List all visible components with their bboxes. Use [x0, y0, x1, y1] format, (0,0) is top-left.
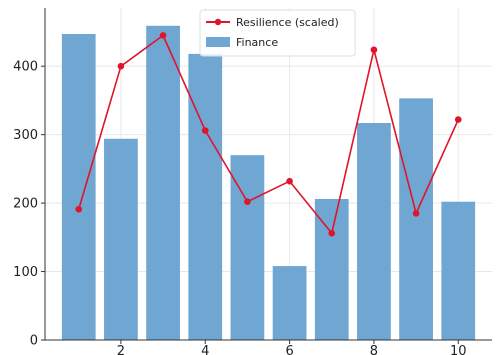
bar-finance [188, 53, 223, 340]
bar-finance [146, 25, 180, 340]
legend-label-finance: Finance [236, 36, 278, 49]
y-tick-label: 200 [13, 197, 38, 212]
bar-finance [230, 155, 265, 340]
resilience-line [75, 32, 462, 237]
resilience-point [286, 177, 293, 185]
x-tick-label: 4 [201, 344, 209, 355]
bar-finance [61, 34, 96, 341]
axes [41, 8, 492, 344]
bar-finance [104, 138, 138, 340]
resilience-point [117, 62, 125, 70]
resilience-point [201, 127, 209, 134]
resilience-point [159, 32, 167, 39]
legend-label-resilience: Resilience (scaled) [236, 16, 339, 29]
legend-bar-swatch [206, 37, 230, 47]
x-tick-label: 8 [370, 344, 378, 355]
bar-finance [314, 198, 349, 340]
resilience-point [328, 229, 336, 237]
y-tick-label: 300 [13, 128, 38, 143]
bar-finance [441, 201, 476, 340]
x-tick-label: 2 [117, 344, 125, 355]
bar-finance [399, 98, 433, 340]
resilience-point [75, 205, 83, 213]
legend: Resilience (scaled) Finance [199, 9, 356, 57]
resilience-point [412, 210, 420, 217]
bar-finance [357, 123, 391, 340]
resilience-point [244, 198, 251, 206]
bar-finance [272, 266, 307, 340]
resilience-point [454, 116, 462, 123]
y-tick-label: 400 [13, 60, 38, 75]
legend-line-marker [214, 18, 222, 26]
y-tick-label: 0 [30, 334, 38, 349]
y-tick-label: 100 [13, 265, 38, 280]
tick-labels: 0 100 200 300 400 2 4 6 8 10 [13, 60, 466, 355]
x-tick-label: 6 [285, 344, 293, 355]
resilience-point [370, 46, 378, 54]
finance-bars [61, 25, 476, 341]
resilience-polyline [77, 34, 459, 235]
x-tick-label: 10 [450, 344, 467, 355]
legend-box [199, 9, 356, 57]
